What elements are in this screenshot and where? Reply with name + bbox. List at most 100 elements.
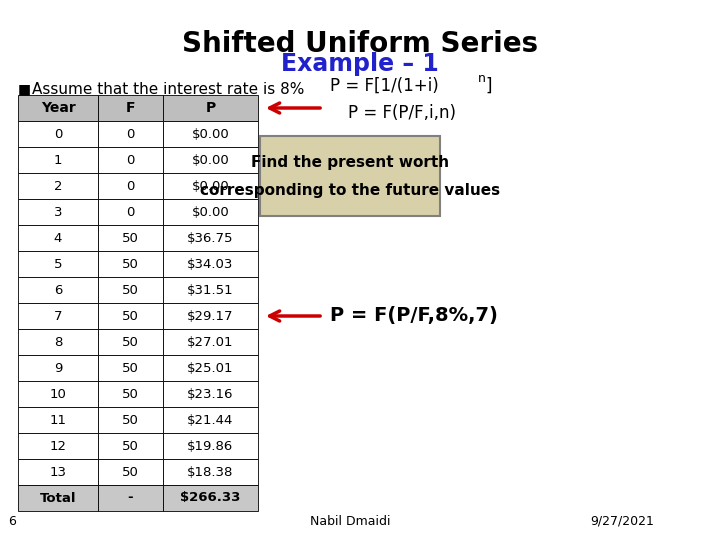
Bar — [98, 277, 163, 303]
Text: $31.51: $31.51 — [187, 284, 234, 296]
Text: Year: Year — [40, 101, 76, 115]
Text: 50: 50 — [122, 232, 139, 245]
Text: $27.01: $27.01 — [187, 335, 234, 348]
Text: Nabil Dmaidi: Nabil Dmaidi — [310, 515, 390, 528]
Text: $266.33: $266.33 — [180, 491, 240, 504]
Text: P = F(P/F,8%,7): P = F(P/F,8%,7) — [330, 307, 498, 326]
Text: 6: 6 — [54, 284, 62, 296]
Text: 0: 0 — [126, 179, 135, 192]
Text: $34.03: $34.03 — [187, 258, 234, 271]
Text: Total: Total — [40, 491, 76, 504]
Text: 7: 7 — [54, 309, 62, 322]
Bar — [18, 485, 98, 511]
Bar — [98, 433, 163, 459]
Text: Shifted Uniform Series: Shifted Uniform Series — [182, 30, 538, 58]
Bar — [98, 381, 163, 407]
Text: 50: 50 — [122, 388, 139, 401]
Text: 50: 50 — [122, 440, 139, 453]
Text: 5: 5 — [54, 258, 62, 271]
Bar — [163, 355, 258, 381]
Text: 50: 50 — [122, 465, 139, 478]
Text: 0: 0 — [126, 206, 135, 219]
Bar — [98, 303, 163, 329]
Text: Find the present worth: Find the present worth — [251, 154, 449, 170]
Text: 50: 50 — [122, 258, 139, 271]
Bar — [163, 277, 258, 303]
Bar — [18, 199, 98, 225]
Text: n: n — [478, 71, 486, 84]
Bar — [18, 407, 98, 433]
Bar — [163, 329, 258, 355]
Text: F: F — [126, 101, 135, 115]
Text: $21.44: $21.44 — [187, 414, 234, 427]
Bar — [163, 381, 258, 407]
Bar — [163, 173, 258, 199]
Text: 8: 8 — [54, 335, 62, 348]
Bar — [163, 225, 258, 251]
Text: ]: ] — [485, 77, 492, 95]
Bar — [163, 95, 258, 121]
Bar — [18, 433, 98, 459]
Text: 9/27/2021: 9/27/2021 — [590, 515, 654, 528]
Bar — [18, 277, 98, 303]
Text: 50: 50 — [122, 414, 139, 427]
Bar — [18, 95, 98, 121]
Bar — [18, 121, 98, 147]
Text: 2: 2 — [54, 179, 62, 192]
Bar — [18, 251, 98, 277]
Text: 3: 3 — [54, 206, 62, 219]
Bar — [163, 303, 258, 329]
Bar — [163, 199, 258, 225]
Text: 0: 0 — [54, 127, 62, 140]
Text: P = F[1/(1+i): P = F[1/(1+i) — [330, 77, 438, 95]
Text: ■: ■ — [18, 82, 31, 96]
Bar — [163, 147, 258, 173]
Bar — [163, 485, 258, 511]
Bar — [98, 459, 163, 485]
FancyBboxPatch shape — [260, 136, 440, 216]
Bar — [18, 381, 98, 407]
Bar — [98, 121, 163, 147]
Bar — [98, 173, 163, 199]
Text: 50: 50 — [122, 335, 139, 348]
Text: 13: 13 — [50, 465, 66, 478]
Text: $29.17: $29.17 — [187, 309, 234, 322]
Text: 12: 12 — [50, 440, 66, 453]
Bar — [18, 173, 98, 199]
Bar — [163, 251, 258, 277]
Text: 1: 1 — [54, 153, 62, 166]
Bar — [18, 355, 98, 381]
Text: P = F(P/F,i,n): P = F(P/F,i,n) — [348, 104, 456, 122]
Bar — [163, 407, 258, 433]
Bar — [18, 329, 98, 355]
Text: P: P — [205, 101, 215, 115]
Bar — [18, 225, 98, 251]
Text: 11: 11 — [50, 414, 66, 427]
Text: 9: 9 — [54, 361, 62, 375]
Text: $18.38: $18.38 — [187, 465, 234, 478]
Text: 4: 4 — [54, 232, 62, 245]
Text: $0.00: $0.00 — [192, 206, 230, 219]
Bar — [18, 147, 98, 173]
Text: Assume that the interest rate is 8%: Assume that the interest rate is 8% — [32, 82, 305, 97]
Bar — [98, 251, 163, 277]
Text: 6: 6 — [8, 515, 16, 528]
Text: $23.16: $23.16 — [187, 388, 234, 401]
Text: $25.01: $25.01 — [187, 361, 234, 375]
Text: 0: 0 — [126, 127, 135, 140]
Text: 10: 10 — [50, 388, 66, 401]
Bar — [98, 407, 163, 433]
Text: Example – 1: Example – 1 — [281, 52, 439, 76]
Bar — [98, 485, 163, 511]
Bar — [98, 329, 163, 355]
Text: 0: 0 — [126, 153, 135, 166]
Text: $0.00: $0.00 — [192, 153, 230, 166]
Bar — [18, 303, 98, 329]
Text: $0.00: $0.00 — [192, 179, 230, 192]
Bar — [98, 95, 163, 121]
Text: corresponding to the future values: corresponding to the future values — [200, 183, 500, 198]
Text: $36.75: $36.75 — [187, 232, 234, 245]
Text: 50: 50 — [122, 361, 139, 375]
Bar — [163, 433, 258, 459]
Bar — [163, 459, 258, 485]
